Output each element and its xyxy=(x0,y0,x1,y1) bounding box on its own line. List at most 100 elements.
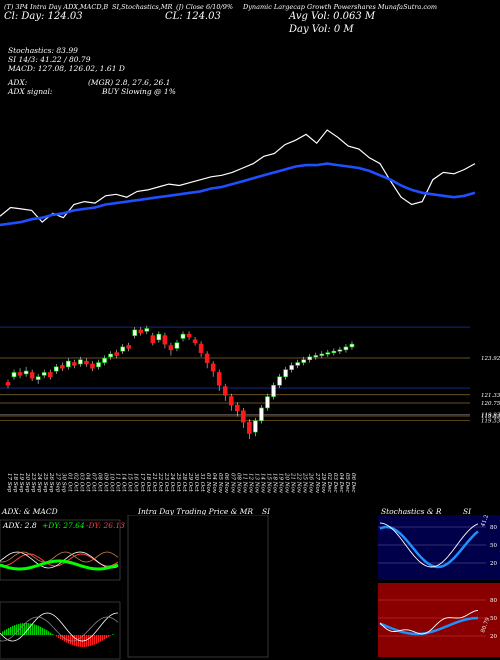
macd-bar xyxy=(2,631,4,635)
date-tick: 21 Oct xyxy=(151,472,157,492)
level-label: 119.93 xyxy=(481,413,500,419)
macd-bar xyxy=(72,635,74,646)
candle-body xyxy=(84,360,89,365)
candle-body xyxy=(313,355,319,358)
candle-body xyxy=(90,363,95,369)
date-tick: 01 Nov xyxy=(205,473,211,494)
stoch-panel-bg xyxy=(378,515,500,580)
date-tick: 17 Sep xyxy=(6,473,12,493)
date-tick: 25 Oct xyxy=(175,472,181,492)
si-level-label: 20 xyxy=(490,634,497,640)
header-line1-left: (T) 3P4 Intra Day ADX,MACD,B xyxy=(4,3,109,11)
date-tick: 03 Oct xyxy=(78,473,84,492)
adx-legend-plus: +DY: 27.64 xyxy=(42,521,85,530)
macd-bar xyxy=(36,625,38,635)
macd-bar xyxy=(90,635,92,646)
candle-body xyxy=(53,366,59,372)
macd-bar xyxy=(52,633,54,635)
date-tick: 08 Nov xyxy=(235,473,241,494)
header-line1-mid: SI,Stochastics,MR xyxy=(112,3,173,11)
candle-body xyxy=(301,359,306,363)
stoch-level-label: 80 xyxy=(490,525,497,531)
close-label: CL: 124.03 xyxy=(165,11,221,22)
candle-body xyxy=(289,365,294,370)
date-tick: 27 Sep xyxy=(54,472,60,493)
candle-body xyxy=(168,345,174,351)
macd-bar xyxy=(68,635,70,644)
candle-body xyxy=(186,333,192,338)
macd-bar xyxy=(46,630,48,635)
level-label: 120.75 xyxy=(481,401,500,407)
date-tick: 09 Oct xyxy=(103,473,109,492)
candle-body xyxy=(319,353,325,356)
date-tick: 25 Sep xyxy=(42,472,48,493)
candle-body xyxy=(126,345,131,349)
macd-bar xyxy=(14,625,16,635)
macd-bar xyxy=(112,634,114,635)
stoch-level-label: 20 xyxy=(490,561,497,567)
date-tick: 02 Oct xyxy=(72,473,78,492)
candle-body xyxy=(307,356,313,361)
indicator-line xyxy=(0,616,119,642)
adx-panel-frame xyxy=(0,519,121,581)
si-raw-line xyxy=(379,610,479,635)
candle-body xyxy=(265,396,270,409)
si-level-label: 80 xyxy=(490,598,497,604)
date-tick: 23 Oct xyxy=(163,472,169,492)
intra-panel-si: SI xyxy=(262,507,271,516)
candle-body xyxy=(78,359,83,365)
candle-body xyxy=(96,362,101,368)
si-smooth-line xyxy=(379,616,479,636)
intra-day-panel xyxy=(127,515,269,658)
macd-bar xyxy=(104,635,106,640)
indicator-line xyxy=(0,612,119,642)
date-tick: 04 Nov xyxy=(211,473,217,494)
date-tick: 12 Nov xyxy=(247,473,253,494)
macd-bar xyxy=(26,623,28,635)
date-tick: 05 Dec xyxy=(344,473,350,493)
stoch-k-line xyxy=(379,522,479,568)
candle-body xyxy=(60,365,65,369)
candle-body xyxy=(47,372,53,378)
date-tick: 29 Oct xyxy=(187,472,193,492)
date-tick: 27 Nov xyxy=(314,472,320,494)
macd-bar xyxy=(96,635,98,644)
candle-body xyxy=(216,372,222,386)
level-label: 123.92 xyxy=(481,356,500,362)
date-tick: 24 Sep xyxy=(36,472,42,493)
stat-adx: ADX: xyxy=(8,78,28,87)
macd-bar xyxy=(98,635,100,643)
macd-bar xyxy=(58,635,60,638)
date-tick: 30 Oct xyxy=(193,473,199,492)
candle-body xyxy=(72,362,77,366)
candle-body xyxy=(259,407,264,422)
date-tick: 20 Nov xyxy=(284,472,290,494)
date-tick: 04 Oct xyxy=(84,473,90,492)
candle-body xyxy=(120,346,125,352)
macd-bar xyxy=(62,635,64,641)
date-tick: 07 Nov xyxy=(229,473,235,494)
avg-vol: Avg Vol: 0.063 M xyxy=(289,11,376,22)
date-tick: 30 Sep xyxy=(60,473,66,493)
date-tick: 23 Sep xyxy=(30,472,36,493)
candle-body xyxy=(174,342,180,349)
date-axis: 17 Sep 18 Sep 19 Sep 20 Sep 23 Sep 24 Sep 25 S… xyxy=(6,472,356,494)
adx-lines xyxy=(0,551,119,571)
day-vol: Day Vol: 0 M xyxy=(289,24,354,35)
date-tick: 14 Nov xyxy=(259,473,265,494)
macd-bar xyxy=(76,635,78,647)
candle-body xyxy=(138,329,144,334)
date-tick: 29 Nov xyxy=(320,472,326,494)
price-ma-line-chart xyxy=(0,129,476,227)
date-tick: 08 Oct xyxy=(97,473,103,492)
date-tick: 19 Nov xyxy=(278,473,284,494)
stat-adx-signal: ADX signal: xyxy=(8,87,53,96)
date-tick: 11 Nov xyxy=(241,473,247,494)
header-line1-right: (J) Close 6/10/9% xyxy=(176,3,234,11)
stoch-panel-title: Stochastics & R xyxy=(381,507,442,516)
candle-body xyxy=(5,382,11,386)
candle-body xyxy=(343,346,349,351)
date-tick: 07 Oct xyxy=(90,473,96,492)
